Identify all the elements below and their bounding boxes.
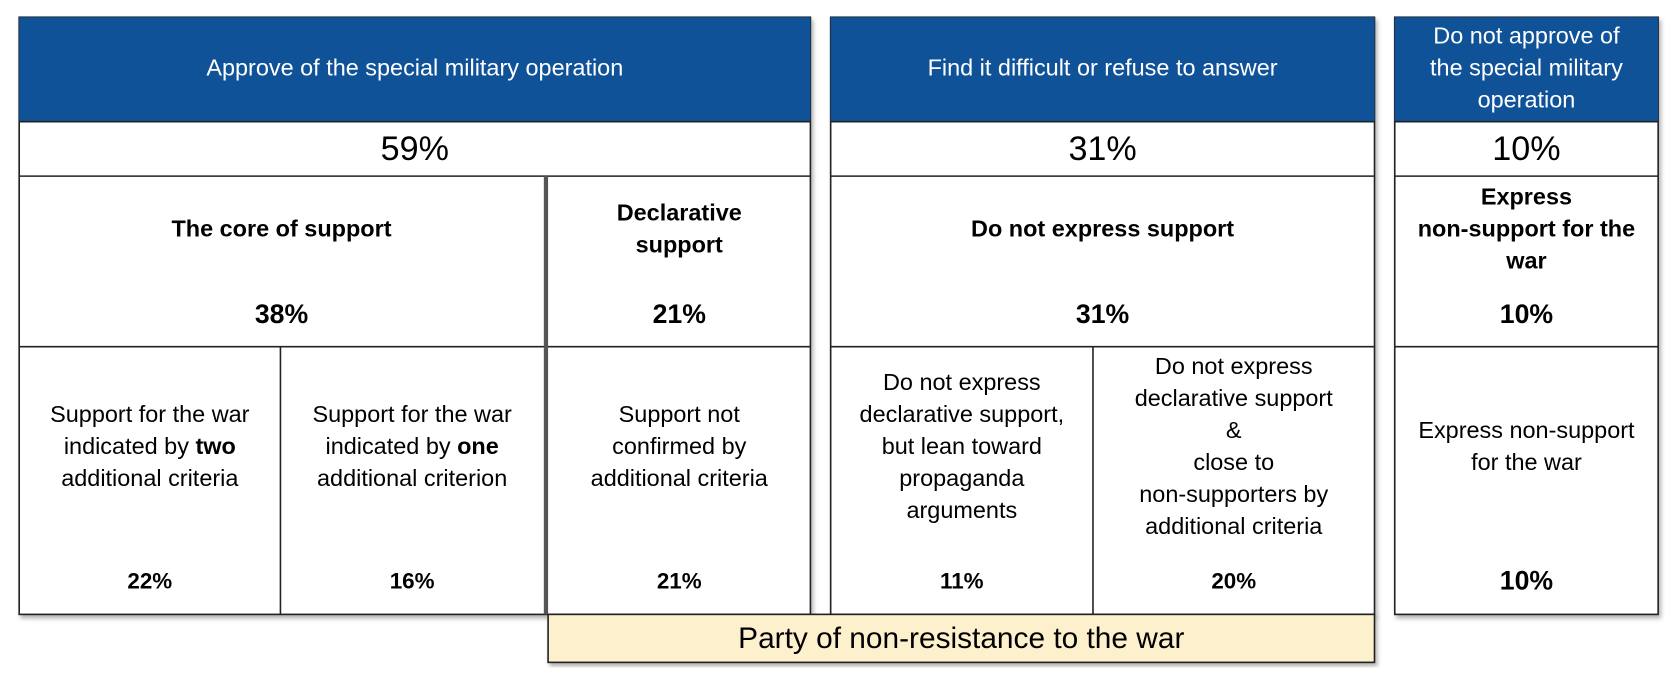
part-text: additional criteria: [591, 465, 769, 491]
group-share: 59%: [381, 130, 449, 168]
part-text: Support for the war: [312, 401, 512, 427]
part-text: arguments: [906, 497, 1017, 523]
group-header-bg: [19, 17, 811, 122]
group-header: Approve of the special military operatio…: [206, 55, 623, 81]
footer-box: [547, 613, 1376, 664]
text-run: indicated by: [64, 433, 196, 459]
segment-share: 38%: [255, 299, 308, 329]
text-run: but lean toward: [882, 433, 1042, 459]
part-text: declarative support,: [860, 401, 1065, 427]
segment-title: war: [1505, 248, 1546, 274]
part-share: 11%: [940, 568, 984, 593]
footer-label: Party of non-resistance to the war: [738, 622, 1184, 655]
text-run: arguments: [906, 497, 1017, 523]
segment-title: Express: [1481, 184, 1572, 210]
text-run: Support for the war: [50, 401, 250, 427]
text-run: non-supporters by: [1139, 481, 1328, 507]
text-run: &: [1226, 417, 1242, 443]
part-text: &: [1226, 417, 1242, 443]
part-share: 10%: [1500, 565, 1553, 595]
part-text: but lean toward: [882, 433, 1042, 459]
text-run: propaganda: [899, 465, 1025, 491]
text-run: additional criteria: [1145, 513, 1323, 539]
group-header-bg: [830, 17, 1375, 122]
segment-share: 10%: [1500, 299, 1553, 329]
text-run: indicated by: [325, 433, 457, 459]
bold-run: two: [195, 433, 235, 459]
text-run: declarative support: [1135, 385, 1334, 411]
segment-title: Declarative: [617, 200, 742, 226]
group-header: Do not approve of: [1433, 23, 1620, 49]
part-text: close to: [1193, 449, 1274, 475]
part-text: Support for the war: [50, 401, 250, 427]
part-text: additional criteria: [1145, 513, 1323, 539]
part-text: indicated by two: [64, 433, 236, 459]
part-text: indicated by one: [325, 433, 498, 459]
text-run: Support not: [619, 401, 741, 427]
bold-run: one: [457, 433, 499, 459]
text-run: Express non-support: [1418, 417, 1635, 443]
text-run: declarative support,: [860, 401, 1065, 427]
group-header: operation: [1478, 87, 1576, 113]
part-text: for the war: [1471, 449, 1582, 475]
part-text: confirmed by: [612, 433, 746, 459]
group-header: Find it difficult or refuse to answer: [928, 55, 1278, 81]
part-text: Express non-support: [1418, 417, 1635, 443]
group-share: 10%: [1492, 130, 1560, 168]
text-run: confirmed by: [612, 433, 746, 459]
group-header-bg: [1394, 17, 1659, 122]
part-text: non-supporters by: [1139, 481, 1328, 507]
part-share: 20%: [1211, 568, 1256, 593]
part-text: propaganda: [899, 465, 1025, 491]
segment-divider: [543, 176, 549, 615]
part-share: 22%: [127, 568, 172, 593]
text-run: Support for the war: [312, 401, 512, 427]
text-run: additional criteria: [61, 465, 239, 491]
part-text: Do not express: [1155, 353, 1313, 379]
text-run: Do not express: [883, 369, 1041, 395]
text-run: close to: [1193, 449, 1274, 475]
part-text: declarative support: [1135, 385, 1334, 411]
part-share: 16%: [390, 568, 435, 593]
text-run: Do not express: [1155, 353, 1313, 379]
segment-share: 31%: [1076, 299, 1129, 329]
text-run: additional criterion: [317, 465, 507, 491]
part-text: Support not: [619, 401, 741, 427]
group-header: the special military: [1430, 55, 1623, 81]
part-text: additional criterion: [317, 465, 507, 491]
part-text: additional criteria: [61, 465, 239, 491]
segment-title: non-support for the: [1418, 216, 1635, 242]
part-text: Do not express: [883, 369, 1041, 395]
segment-title: Do not express support: [971, 216, 1234, 242]
segment-title: support: [636, 232, 723, 258]
text-run: additional criteria: [591, 465, 769, 491]
text-run: for the war: [1471, 449, 1582, 475]
group-share: 31%: [1068, 130, 1136, 168]
segment-title: The core of support: [171, 216, 391, 242]
segment-share: 21%: [653, 299, 706, 329]
part-share: 21%: [657, 568, 702, 593]
